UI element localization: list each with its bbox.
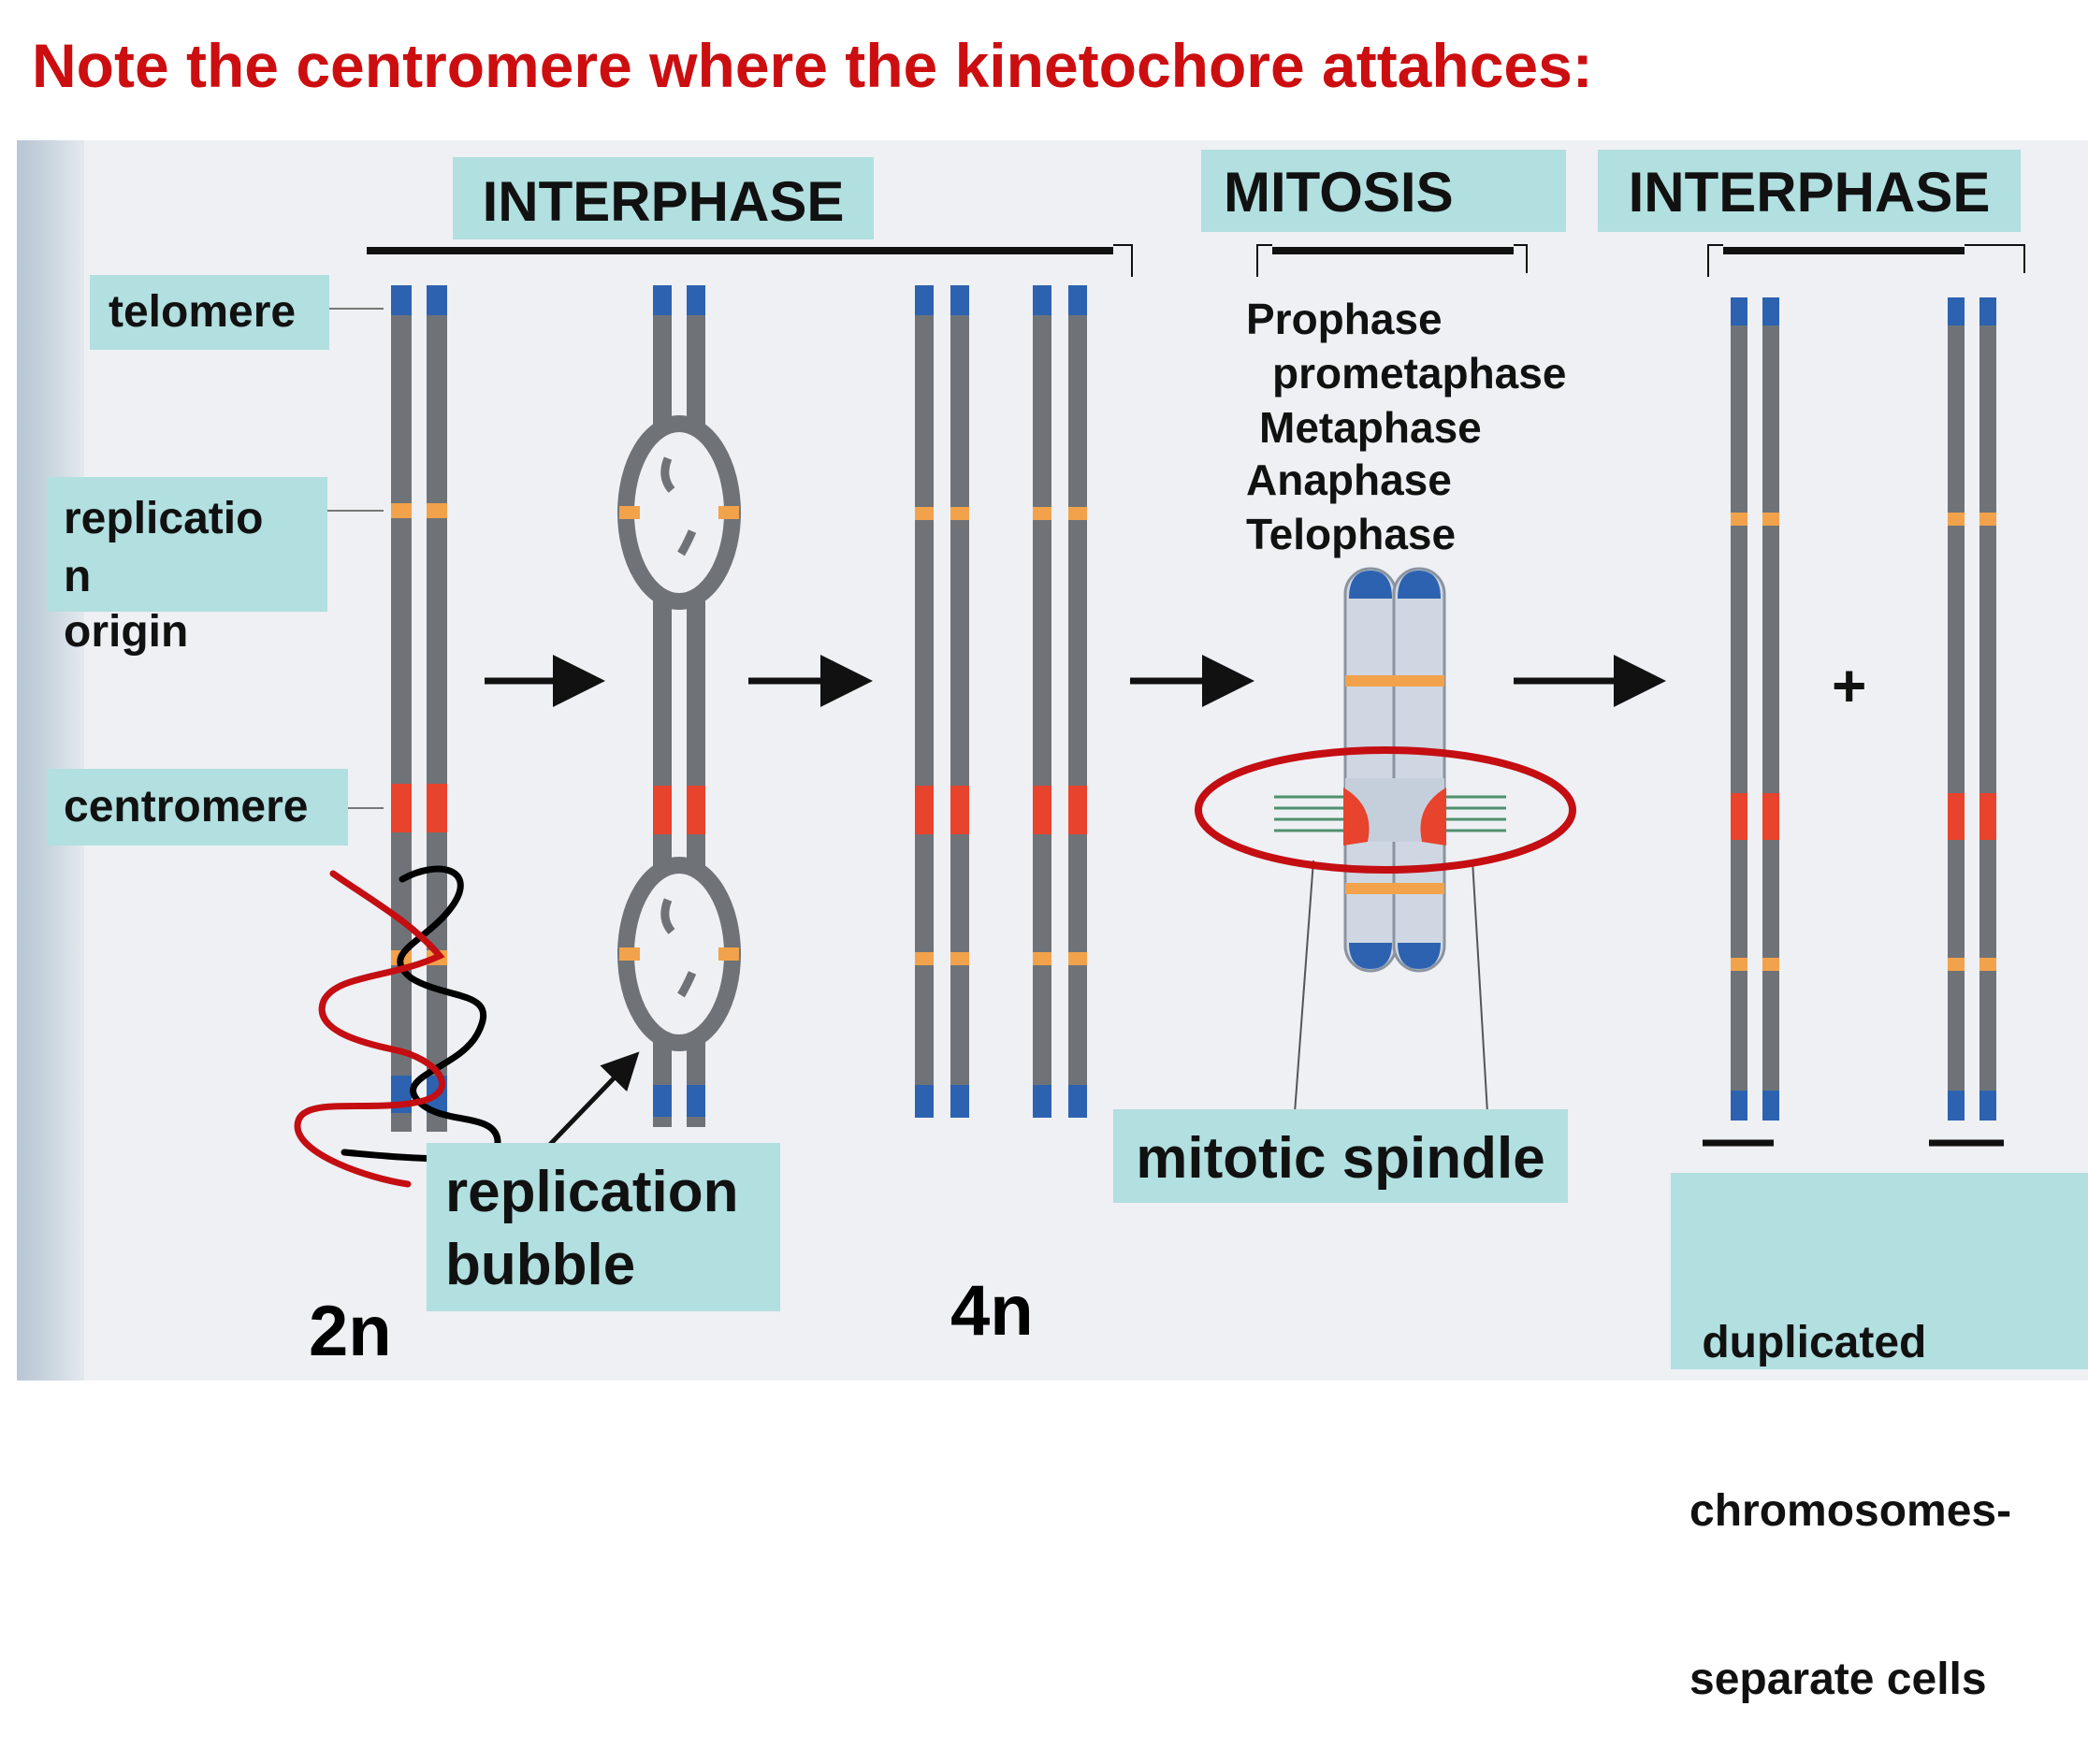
header-interphase-right-text: INTERPHASE xyxy=(1628,161,1991,224)
label-duplicated-line1: duplicated xyxy=(1689,1318,1927,1367)
label-centromere: centromere xyxy=(47,769,348,846)
header-interphase-right: INTERPHASE xyxy=(1598,150,2021,232)
label-replication-bubble-line2: bubble xyxy=(445,1233,636,1297)
chromosome-unreplicated xyxy=(391,285,447,1132)
mitotic-chromosome xyxy=(1195,567,1576,1114)
mitosis-bracket xyxy=(1256,244,1528,277)
phase-prometaphase: prometaphase xyxy=(1272,349,1567,398)
label-replication-origin-line2: n xyxy=(64,552,92,601)
label-mitotic-spindle: mitotic spindle xyxy=(1113,1109,1568,1203)
label-centromere-text: centromere xyxy=(64,782,309,831)
ploidy-2n: 2n xyxy=(309,1292,392,1371)
label-replication-bubble: replication bubble xyxy=(427,1143,780,1311)
label-replication-origin-line3: origin xyxy=(64,607,189,657)
slide-title: Note the centromere where the kinetochor… xyxy=(32,31,1593,100)
red-helix-scribble xyxy=(294,870,445,1188)
label-duplicated-line2: chromosomes- xyxy=(1689,1486,2012,1536)
black-helix-scribble xyxy=(341,865,501,1163)
plus-sign: + xyxy=(1832,652,1867,719)
ploidy-4n: 4n xyxy=(950,1271,1034,1351)
header-interphase-left-text: INTERPHASE xyxy=(482,170,845,233)
label-duplicated-chromosomes: duplicated chromosomes- separate cells xyxy=(1671,1173,2088,1704)
label-replication-origin-line1: replicatio xyxy=(64,494,264,543)
phase-telophase: Telophase xyxy=(1246,510,1457,558)
label-replication-origin: replicatio n xyxy=(47,477,327,612)
label-mitotic-spindle-text: mitotic spindle xyxy=(1136,1126,1545,1191)
chromosome-replicating xyxy=(617,285,741,1127)
replication-bubble-pointer xyxy=(537,1051,640,1158)
phase-prophase: Prophase xyxy=(1246,295,1443,343)
label-telomere-text: telomere xyxy=(109,287,297,337)
chromosome-diagram xyxy=(294,244,2025,1188)
phase-metaphase: Metaphase xyxy=(1259,403,1482,452)
label-replication-bubble-line1: replication xyxy=(445,1160,739,1224)
header-interphase-left: INTERPHASE xyxy=(453,157,874,239)
interphase-right-bracket xyxy=(1707,244,2025,277)
phase-anaphase: Anaphase xyxy=(1246,455,1452,504)
header-mitosis-text: MITOSIS xyxy=(1224,161,1454,224)
label-duplicated-line3: separate cells xyxy=(1689,1655,1987,1704)
chromosome-replicated-a xyxy=(915,285,969,1118)
leader-lines xyxy=(324,308,384,809)
header-mitosis: MITOSIS xyxy=(1201,150,1566,232)
daughter-chromosome-a xyxy=(1703,297,1779,1147)
label-telomere: telomere xyxy=(90,275,329,350)
chromosome-replicated-b xyxy=(1033,285,1087,1118)
scan-edge-shadow xyxy=(17,140,84,1381)
interphase-left-bracket xyxy=(367,244,1133,277)
daughter-chromosome-b xyxy=(1929,297,2004,1147)
